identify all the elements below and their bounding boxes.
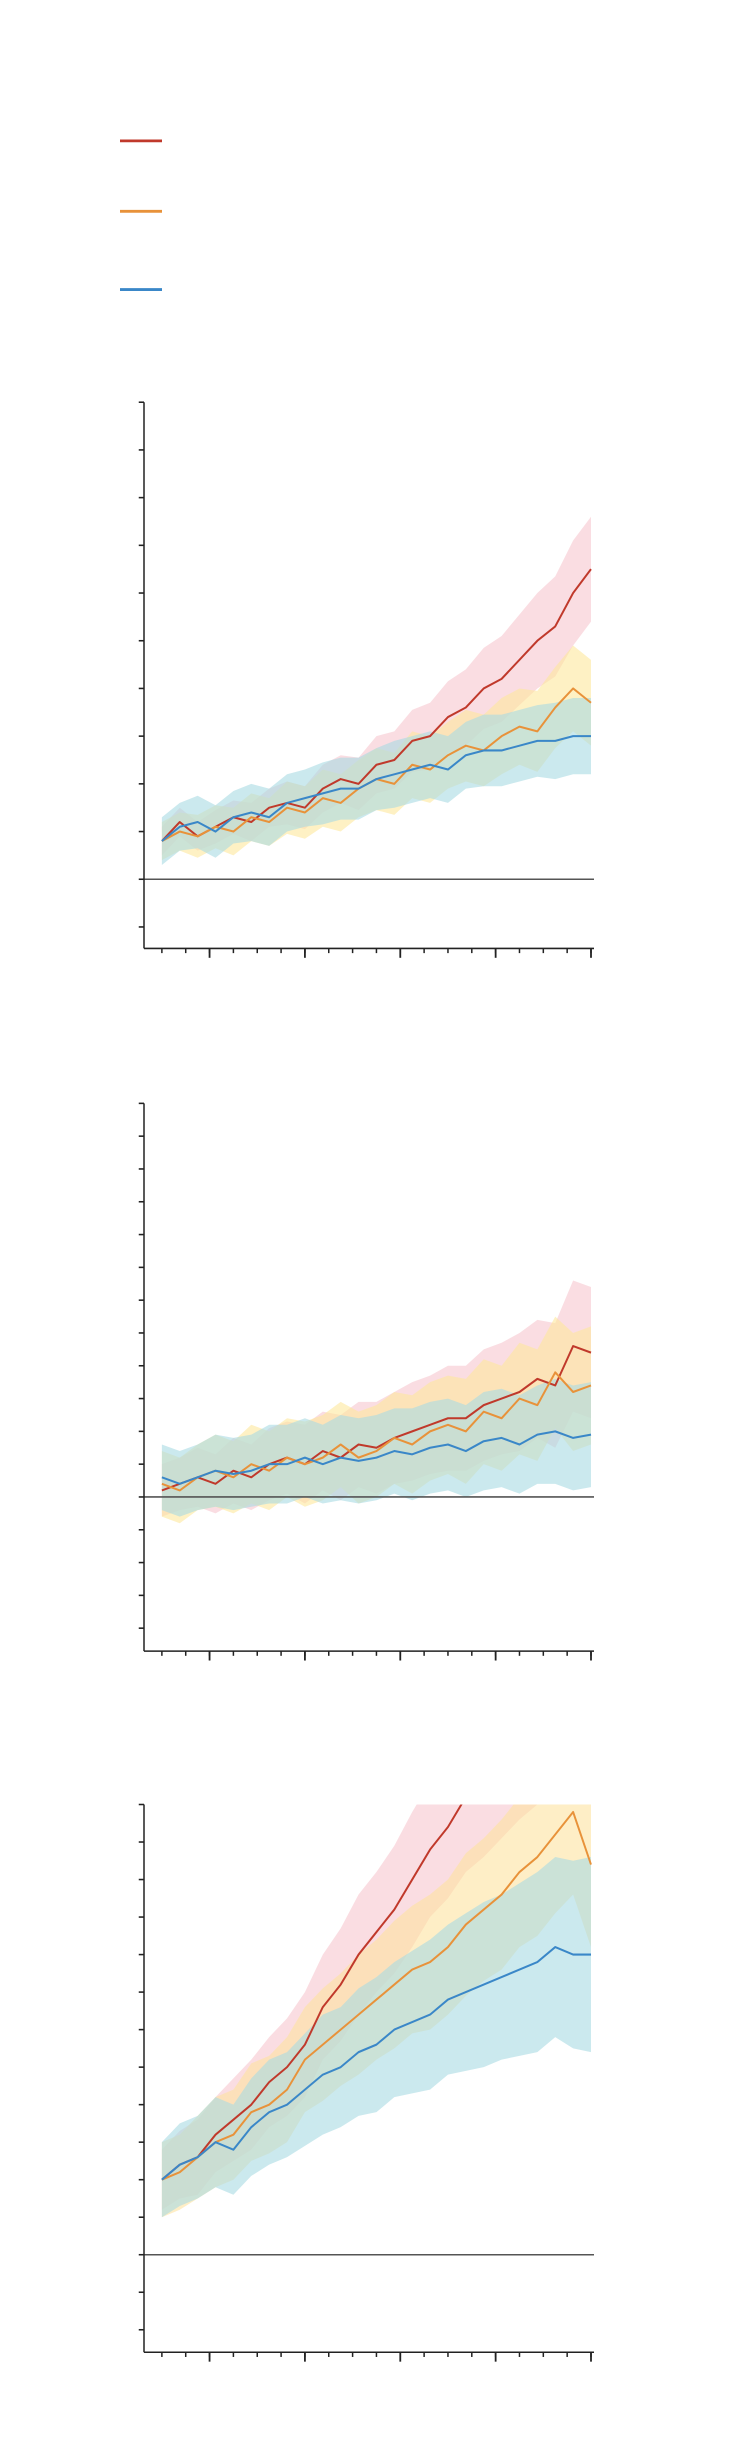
subplot <box>138 1102 594 1661</box>
legend <box>120 139 162 291</box>
subplot <box>138 401 594 958</box>
plot-area <box>161 1280 592 1524</box>
error-band <box>161 697 591 865</box>
series-line <box>161 1946 591 2181</box>
plot-area <box>161 1804 592 2218</box>
plot-area <box>161 516 592 865</box>
series-line <box>161 1810 592 2181</box>
series-line <box>161 1371 592 1492</box>
series-line <box>161 1430 592 1485</box>
series-line <box>161 735 591 842</box>
series-line <box>161 1345 592 1492</box>
series-line <box>161 1804 463 2181</box>
subplot <box>138 1803 594 2362</box>
error-band <box>161 1857 591 2218</box>
